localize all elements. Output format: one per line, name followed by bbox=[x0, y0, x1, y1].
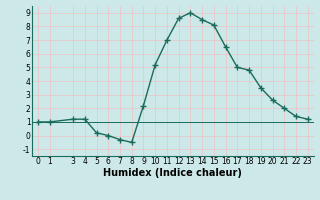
X-axis label: Humidex (Indice chaleur): Humidex (Indice chaleur) bbox=[103, 168, 242, 178]
